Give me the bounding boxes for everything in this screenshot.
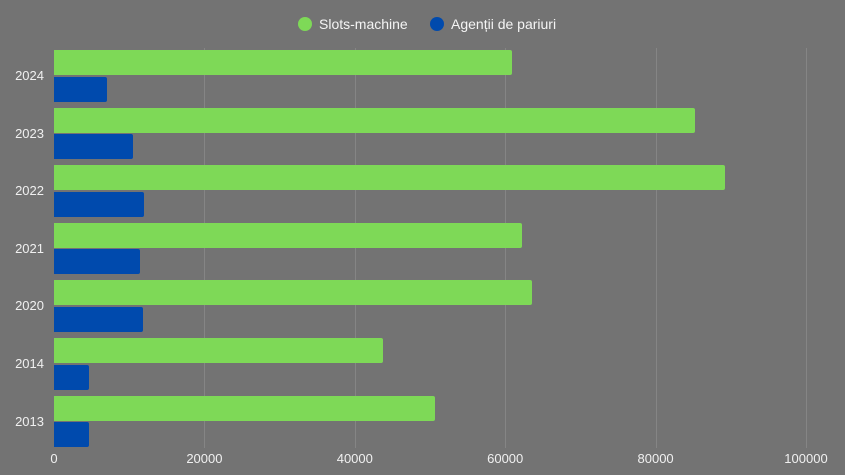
y-tick-label: 2013 xyxy=(15,413,44,429)
gridline xyxy=(505,48,507,448)
x-tick-label: 100000 xyxy=(784,451,828,466)
x-tick-label: 80000 xyxy=(637,451,674,466)
bar-betting-agencies-2013[interactable] xyxy=(54,422,89,448)
gridline xyxy=(655,48,657,448)
bar-slots-2022[interactable] xyxy=(54,165,725,191)
bar-betting-agencies-2021[interactable] xyxy=(54,249,140,275)
y-tick-label: 2021 xyxy=(15,240,44,256)
y-tick-label: 2023 xyxy=(15,125,44,141)
bar-slots-2014[interactable] xyxy=(54,338,383,363)
y-tick-label: 2024 xyxy=(15,68,44,83)
y-tick-label: 2014 xyxy=(15,356,44,371)
legend-swatch-slots xyxy=(298,17,312,31)
plot-area xyxy=(54,48,814,448)
y-tick-label: 2020 xyxy=(15,298,44,314)
bar-slots-2020[interactable] xyxy=(54,280,532,306)
y-tick-label: 2022 xyxy=(15,183,44,199)
legend-label-slots: Slots-machine xyxy=(319,16,408,32)
x-tick-label: 0 xyxy=(50,451,58,466)
x-tick-label: 60000 xyxy=(487,451,524,466)
legend-swatch-betting-agencies xyxy=(430,17,444,31)
bar-slots-2023[interactable] xyxy=(54,107,696,133)
legend-label-betting-agencies: Agenții de pariuri xyxy=(451,16,557,32)
bar-betting-agencies-2014[interactable] xyxy=(54,364,90,390)
gridline xyxy=(806,48,807,448)
chart-legend: Slots-machine Agenții de pariuri xyxy=(0,0,845,50)
bar-slots-2013[interactable] xyxy=(54,395,435,421)
gridline xyxy=(204,48,206,448)
bar-slots-2021[interactable] xyxy=(54,222,523,248)
x-tick-label: 40000 xyxy=(336,451,373,466)
x-tick-label: 20000 xyxy=(186,451,223,466)
gridline xyxy=(354,48,356,448)
bar-slots-2024[interactable] xyxy=(54,50,512,75)
legend-item-betting-agencies[interactable]: Agenții de pariuri xyxy=(430,16,556,32)
legend-item-slots[interactable]: Slots-machine xyxy=(298,16,408,32)
bar-betting-agencies-2020[interactable] xyxy=(54,306,143,332)
bar-betting-agencies-2023[interactable] xyxy=(54,134,133,160)
bar-betting-agencies-2024[interactable] xyxy=(54,76,107,102)
bar-betting-agencies-2022[interactable] xyxy=(54,191,145,217)
